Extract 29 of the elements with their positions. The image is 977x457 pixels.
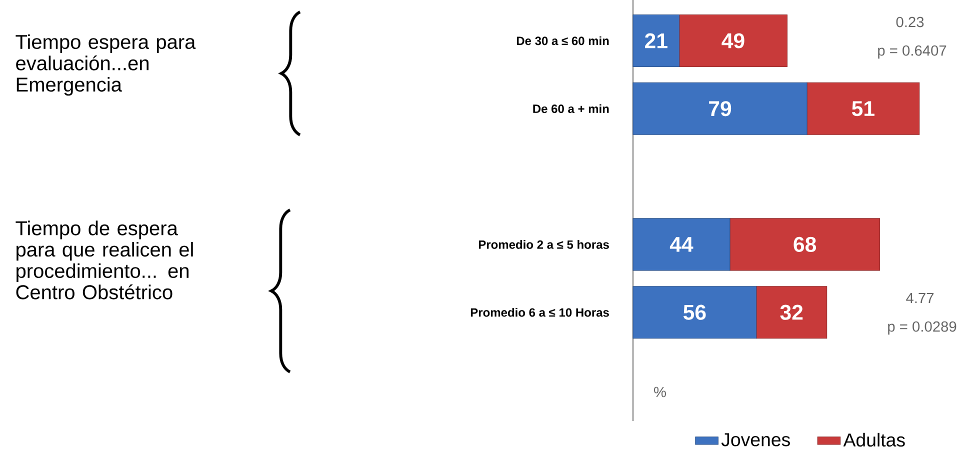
data-label: 56 — [683, 304, 706, 320]
legend-label: Adultas — [843, 432, 905, 447]
y-tick-label: De 60 a + min — [533, 104, 609, 114]
data-label: 32 — [780, 304, 803, 320]
y-tick-label: Promedio 2 a ≤ 5 horas — [478, 240, 609, 249]
data-label: 49 — [722, 33, 744, 48]
annotation: % — [654, 386, 666, 398]
text: Tiempo de espera para que realicen el procedimiento... en Centro Obstétrico — [16, 220, 193, 300]
bar — [806, 82, 920, 135]
data-label: 51 — [852, 101, 874, 116]
y-tick-label: De 30 a ≤ 60 min — [516, 36, 609, 46]
annotation: 4.77 — [906, 292, 934, 304]
bar — [756, 286, 828, 339]
annotation: 0.23 — [896, 16, 924, 28]
annotation: p = 0.6407 — [878, 45, 946, 59]
bar — [632, 82, 808, 135]
bar — [730, 218, 880, 271]
text: Tiempo espera para evaluación...en Emergencia — [16, 34, 196, 96]
data-label: 44 — [670, 237, 694, 252]
bar — [632, 218, 730, 271]
annotation: p = 0.0289 — [888, 321, 956, 335]
legend-label: Jovenes — [721, 433, 790, 446]
data-label: 68 — [794, 236, 816, 252]
data-label: 21 — [645, 33, 668, 48]
bar — [632, 14, 680, 68]
y-tick-label: Promedio 6 a ≤ 10 Horas — [470, 308, 609, 317]
data-label: 79 — [709, 101, 732, 116]
bar — [632, 286, 757, 339]
bar — [678, 14, 788, 68]
